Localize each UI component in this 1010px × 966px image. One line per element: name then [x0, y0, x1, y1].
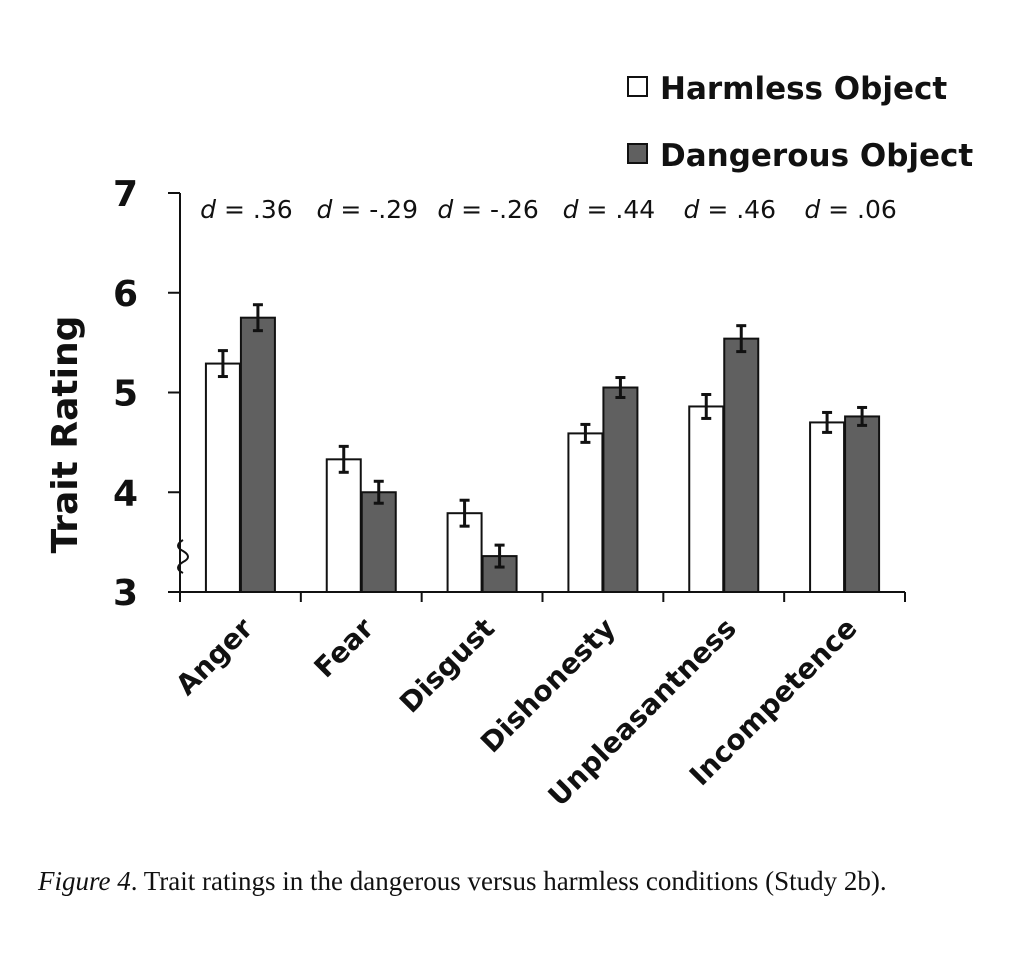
legend-item: Harmless Object [627, 71, 947, 107]
bar [844, 415, 881, 593]
effect-size-label: d = .46 [684, 195, 776, 224]
y-tick-label: 5 [113, 374, 138, 415]
error-bar [857, 405, 868, 427]
bars [204, 316, 881, 594]
legend-swatch [627, 143, 648, 164]
y-tick-label: 4 [113, 473, 138, 514]
bar [204, 362, 241, 594]
effect-size-annotations: d = .36 d = -.29 d = -.26 d = .44 d = .46 d =… [200, 195, 897, 224]
legend-item: Dangerous Object [627, 138, 973, 174]
effect-size-label: d = .06 [804, 195, 896, 224]
bar [239, 316, 276, 593]
error-bar [580, 422, 591, 444]
bar [325, 458, 362, 593]
effect-size-label: d = -.29 [317, 195, 419, 224]
bar [809, 421, 846, 593]
error-bar [252, 303, 263, 333]
y-tick-label: 7 [113, 174, 138, 215]
error-bar [736, 324, 747, 354]
x-tick-label: Fear [308, 611, 381, 684]
x-tick-label: Anger [169, 611, 259, 701]
legend-label: Harmless Object [660, 71, 947, 107]
error-bar [615, 376, 626, 399]
legend-label: Dangerous Object [660, 138, 973, 174]
bar [688, 405, 725, 593]
bar [602, 386, 639, 594]
figure-caption: Figure 4. Trait ratings in the dangerous… [38, 862, 960, 900]
axis-break-mark [177, 539, 189, 574]
effect-size-label: d = -.26 [437, 195, 539, 224]
y-tick-label: 3 [113, 573, 138, 614]
bar [360, 491, 397, 593]
x-axis: Anger Fear DisgustDishonestyUnpleasantness… [169, 591, 906, 813]
error-bar [822, 410, 833, 434]
effect-size-label: d = .44 [563, 195, 655, 224]
error-bars [217, 303, 868, 569]
bar [567, 432, 604, 593]
bar [723, 337, 760, 594]
error-bar [701, 392, 712, 420]
legend: Harmless Object Dangerous Object [627, 71, 973, 174]
figure-label: Figure 4 [38, 866, 131, 896]
y-tick-label: 6 [113, 274, 138, 315]
x-tick-label: Disgust [393, 612, 501, 720]
error-bar [494, 543, 505, 569]
y-axis: 3 4 5 6 7 Trait Rating [45, 174, 189, 614]
legend-swatch [627, 76, 648, 97]
y-axis-title: Trait Rating [45, 316, 86, 554]
error-bar [373, 479, 384, 505]
error-bar [338, 444, 349, 474]
bar-chart: Harmless Object Dangerous Object 3 4 5 6 7 Tra… [45, 71, 973, 813]
error-bar [459, 498, 470, 528]
effect-size-label: d = .36 [200, 195, 292, 224]
error-bar [217, 349, 228, 379]
caption-text: . Trait ratings in the dangerous versus … [130, 866, 887, 896]
